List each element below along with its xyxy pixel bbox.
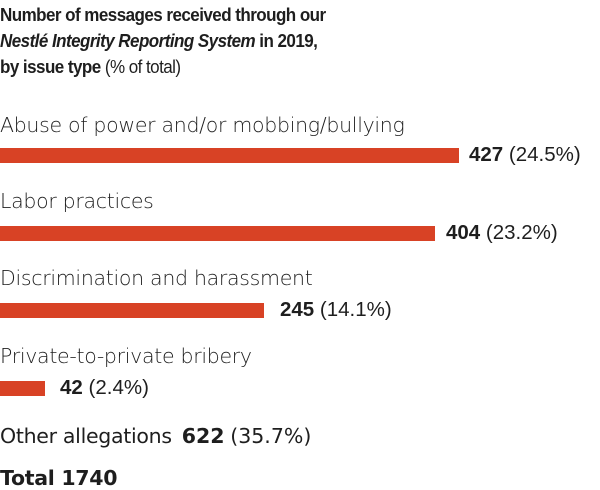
bar-value: 404 (23.2%) xyxy=(446,221,558,245)
value-count: 404 xyxy=(446,221,481,244)
bar-value: 427 (24.5%) xyxy=(469,143,581,167)
chart-title: Number of messages received through our … xyxy=(0,2,552,80)
bar-label: Abuse of power and/or mobbing/bullying xyxy=(0,113,405,137)
bar-label: Private-to-private bribery xyxy=(0,344,252,368)
bar xyxy=(0,381,45,396)
title-line-1: Number of messages received through our xyxy=(0,4,326,25)
bar-label: Discrimination and harassment xyxy=(0,266,313,290)
value-count: 427 xyxy=(469,143,504,166)
other-count: 622 xyxy=(181,424,225,448)
value-percent: (24.5%) xyxy=(508,143,581,166)
other-percent: (35.7%) xyxy=(230,424,312,448)
other-label: Other allegations xyxy=(0,424,172,448)
value-percent: (23.2%) xyxy=(485,221,558,244)
bar xyxy=(0,148,459,163)
title-issue-type: by issue type xyxy=(0,56,101,77)
other-allegations-row: Other allegations 622 (35.7%) xyxy=(0,424,311,449)
bar xyxy=(0,303,264,318)
value-count: 42 xyxy=(60,376,83,399)
bar-label: Labor practices xyxy=(0,189,154,213)
value-percent: (2.4%) xyxy=(88,376,149,399)
title-unit: (% of total) xyxy=(100,56,181,77)
bar-value: 245 (14.1%) xyxy=(280,298,392,322)
total-label: Total 1740 xyxy=(0,466,118,490)
title-year: in 2019, xyxy=(255,30,318,51)
value-count: 245 xyxy=(280,298,315,321)
bar-value: 42 (2.4%) xyxy=(60,376,149,400)
title-system-name: Nestlé Integrity Reporting System xyxy=(0,30,256,51)
value-percent: (14.1%) xyxy=(319,298,392,321)
bar xyxy=(0,226,435,241)
